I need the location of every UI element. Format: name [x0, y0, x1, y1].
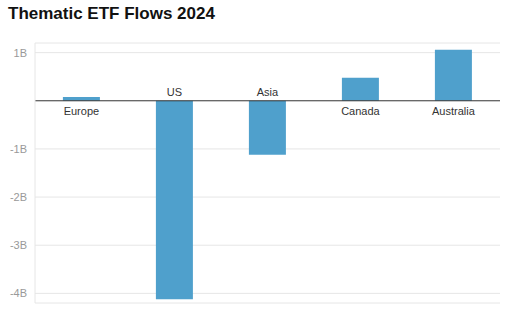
svg-text:US: US — [167, 86, 182, 98]
svg-text:Australia: Australia — [432, 105, 476, 117]
svg-text:1B: 1B — [14, 47, 27, 59]
svg-text:Canada: Canada — [341, 105, 380, 117]
svg-text:-3B: -3B — [10, 239, 27, 251]
svg-text:-1B: -1B — [10, 143, 27, 155]
html-text:Thematic ETF Flows 2024: Thematic ETF Flows 2024 — [8, 4, 215, 23]
svg-text:-2B: -2B — [10, 191, 27, 203]
svg-text:Europe: Europe — [64, 105, 99, 117]
svg-text:-4B: -4B — [10, 287, 27, 299]
svg-text:Asia: Asia — [257, 86, 279, 98]
